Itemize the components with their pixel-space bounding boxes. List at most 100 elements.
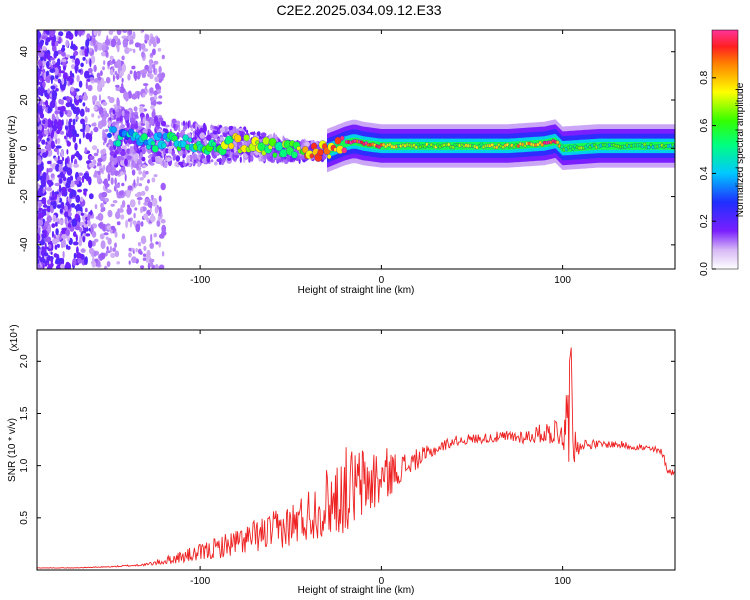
spectrogram-noise-blob [100, 149, 106, 155]
spectrogram-noise-blob [75, 106, 81, 115]
spectrogram-noise-blob [52, 124, 58, 132]
spectrogram-noise-blob [148, 63, 153, 72]
spectrogram-noise-blob [60, 263, 65, 269]
spectrogram-noise-blob [71, 154, 75, 159]
spectrogram-noise-blob [94, 170, 98, 178]
spectrogram-noise-blob [60, 70, 65, 74]
spectrogram-noise-blob [67, 80, 70, 87]
spectrogram-noise-blob [85, 80, 88, 90]
spectrogram-noise-blob [84, 124, 90, 133]
spectrogram-noise-blob [127, 73, 131, 81]
spectrogram-halo-blob [210, 159, 214, 163]
spectrogram-noise-blob [97, 157, 103, 163]
spectrogram-noise-blob [82, 102, 86, 107]
spectrogram-noise-blob [109, 55, 113, 60]
spectrogram-noise-blob [91, 113, 95, 118]
spectrogram-noise-blob [107, 209, 113, 218]
spectrogram-noise-blob [100, 70, 103, 76]
spectrogram-noise-blob [126, 204, 131, 209]
spectrogram-noise-blob [82, 56, 86, 61]
spectrogram-noise-blob [59, 177, 63, 184]
spectrogram-noise-blob [141, 51, 145, 58]
colorbar: 0.0 0.2 0.4 0.6 0.8 Normalized spectral ampl… [699, 29, 746, 276]
spectrogram-noise-blob [37, 30, 42, 40]
spectrogram-halo-blob [116, 117, 120, 122]
spectrogram-halo-blob [162, 128, 166, 132]
spectrogram-noise-blob [41, 225, 47, 231]
spectrogram-noise-blob [68, 219, 73, 223]
spectrogram-noise-blob [109, 245, 112, 253]
spectrogram-noise-blob [92, 37, 96, 46]
spectrogram-halo-blob [176, 120, 181, 125]
spectrogram-ridge-point [228, 142, 235, 150]
spectrogram-noise-blob [139, 105, 144, 114]
spectrogram-noise-blob [82, 122, 86, 131]
spectrogram-noise-blob [106, 246, 109, 251]
spectrogram-ridge-point [555, 140, 560, 145]
spectrogram-ridge-point [317, 148, 324, 156]
spectrogram-noise-blob [57, 244, 60, 249]
spectrogram-noise-blob [65, 244, 69, 250]
spectrogram-noise-blob [87, 38, 90, 47]
spectrogram-noise-blob [59, 130, 65, 135]
spectrogram-noise-blob [109, 68, 114, 76]
spectrogram-x-tick-label: 0 [379, 275, 385, 286]
spectrogram-noise-blob [66, 234, 70, 242]
spectrogram-noise-blob [57, 137, 61, 145]
spectrogram-noise-blob [47, 167, 53, 173]
spectrogram-noise-blob [72, 241, 79, 246]
spectrogram-noise-blob [149, 207, 153, 213]
spectrogram-noise-blob [153, 60, 159, 65]
spectrogram-halo-blob [239, 156, 242, 163]
spectrogram-noise-blob [135, 223, 141, 233]
spectrogram-noise-blob [47, 224, 51, 234]
spectrogram-noise-blob [149, 258, 154, 268]
snr-x-tick-label: 100 [554, 576, 571, 587]
spectrogram-noise-blob [112, 74, 115, 82]
spectrogram-panel: -100 0 100 -40 -20 0 20 40 Height of straight … [7, 29, 676, 296]
spectrogram-noise-blob [129, 219, 133, 228]
spectrogram-noise-blob [127, 48, 133, 52]
spectrogram-noise-blob [93, 105, 98, 111]
spectrogram-ridge-point [262, 136, 270, 146]
spectrogram-noise-blob [116, 59, 122, 68]
spectrogram-noise-blob [70, 203, 76, 208]
spectrogram-noise-blob [133, 212, 136, 219]
spectrogram-noise-blob [60, 105, 66, 112]
spectrogram-noise-blob [131, 256, 137, 264]
snr-series-line [37, 347, 675, 569]
spectrogram-noise-blob [157, 47, 162, 52]
spectrogram-noise-blob [97, 162, 102, 166]
spectrogram-noise-blob [102, 66, 105, 71]
spectrogram-noise-blob [74, 30, 78, 37]
spectrogram-halo-blob [111, 161, 115, 167]
spectrogram-noise-blob [61, 47, 66, 52]
spectrogram-noise-blob [64, 211, 69, 218]
spectrogram-noise-blob [103, 265, 108, 269]
spectrogram-ridge-point [110, 126, 118, 134]
spectrogram-halo-blob [183, 124, 188, 129]
spectrogram-noise-blob [60, 110, 64, 117]
spectrogram-noise-blob [48, 244, 52, 249]
spectrogram-noise-blob [67, 129, 73, 138]
spectrogram-halo-blob [214, 126, 219, 130]
spectrogram-noise-blob [85, 59, 88, 65]
spectrogram-noise-blob [156, 37, 161, 44]
spectrogram-noise-blob [87, 84, 93, 92]
spectrogram-halo-blob [194, 133, 197, 141]
spectrogram-noise-blob [57, 78, 62, 84]
snr-frame [36, 329, 676, 571]
spectrogram-noise-blob [64, 264, 67, 269]
spectrogram-noise-blob [155, 83, 160, 90]
spectrogram-noise-blob [154, 76, 160, 83]
spectrogram-noise-blob [108, 96, 115, 104]
spectrogram-noise-blob [131, 169, 136, 176]
spectrogram-halo-blob [120, 150, 126, 157]
spectrogram-noise-blob [86, 46, 89, 55]
spectrogram-noise-blob [114, 231, 118, 238]
spectrogram-halo-blob [133, 123, 139, 130]
spectrogram-noise-blob [93, 152, 99, 157]
spectrogram-ridge-point [233, 134, 242, 143]
spectrogram-noise-blob [114, 177, 117, 185]
spectrogram-halo-blob [212, 154, 217, 159]
